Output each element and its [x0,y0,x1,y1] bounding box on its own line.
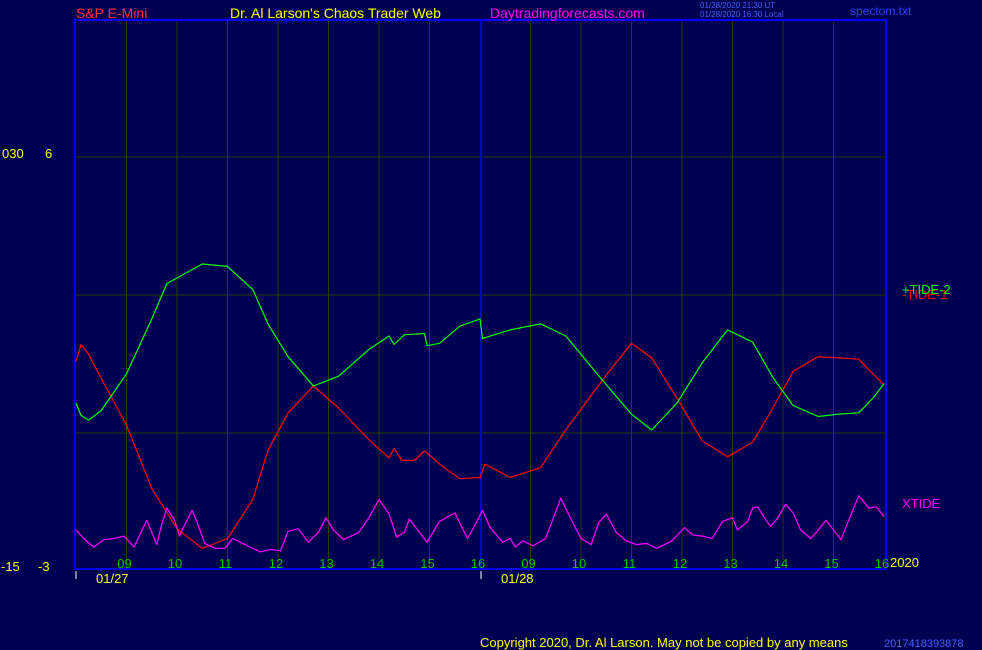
site-link[interactable]: Daytradingforecasts.com [490,5,645,21]
series-tide-2 [75,263,885,431]
x-tick-label: 10 [168,556,182,571]
x-tick-label: 09 [117,556,131,571]
symbol-label: S&P E-Mini [76,5,148,21]
legend: -TIDE-1+TIDE-2 XTIDE [902,282,951,511]
file-label: spectom.txt [850,4,912,18]
x-tick-label: 16 [471,556,485,571]
timestamp-ut: 01/28/2020 21:30 UT [700,1,776,10]
date-tick-label: 01/28 [501,571,534,586]
x-tick-label: 12 [673,556,687,571]
x-tick-label: 09 [521,556,535,571]
series-xtide [75,495,885,553]
x-tick-label: 12 [269,556,283,571]
grid [75,20,886,569]
legend-tide-1: -TIDE-1 [902,287,948,302]
legend-xtide: XTIDE [902,496,941,511]
x-tick-label: 15 [420,556,434,571]
axis-b-top: 6 [45,146,53,161]
x-tick-label: 11 [623,556,637,571]
footer-code: 2017418393878 [884,638,964,650]
date-tick-label: 01/27 [96,571,129,586]
x-tick-label: 13 [319,556,333,571]
legend-tide-2: +TIDE-2 [902,282,951,297]
x-tick-label: 13 [723,556,737,571]
x-tick-label: 16 [875,556,889,571]
x-tick-labels: 09 10 11 12 13 14 15 16 09 10 11 12 13 14 15 16 01/27 01/… [75,556,889,586]
copyright: Copyright 2020, Dr. Al Larson. May not b… [480,635,848,650]
x-tick-label: 11 [219,556,233,571]
series-layer [75,263,885,553]
x-tick-label: 14 [774,556,788,571]
x-tick-label: 15 [824,556,838,571]
axis-b-bottom: -3 [38,559,50,574]
app-title: Dr. Al Larson's Chaos Trader Web [230,5,441,21]
year-label: 2020 [890,555,919,570]
x-tick-label: 10 [572,556,586,571]
axis-a-bottom: -15 [1,559,20,574]
x-tick-label: 14 [370,556,384,571]
series-tide-1 [75,342,885,549]
axis-a-top: 030 [2,146,24,161]
timestamp-local: 01/28/2020 16:30 Local [700,10,784,19]
